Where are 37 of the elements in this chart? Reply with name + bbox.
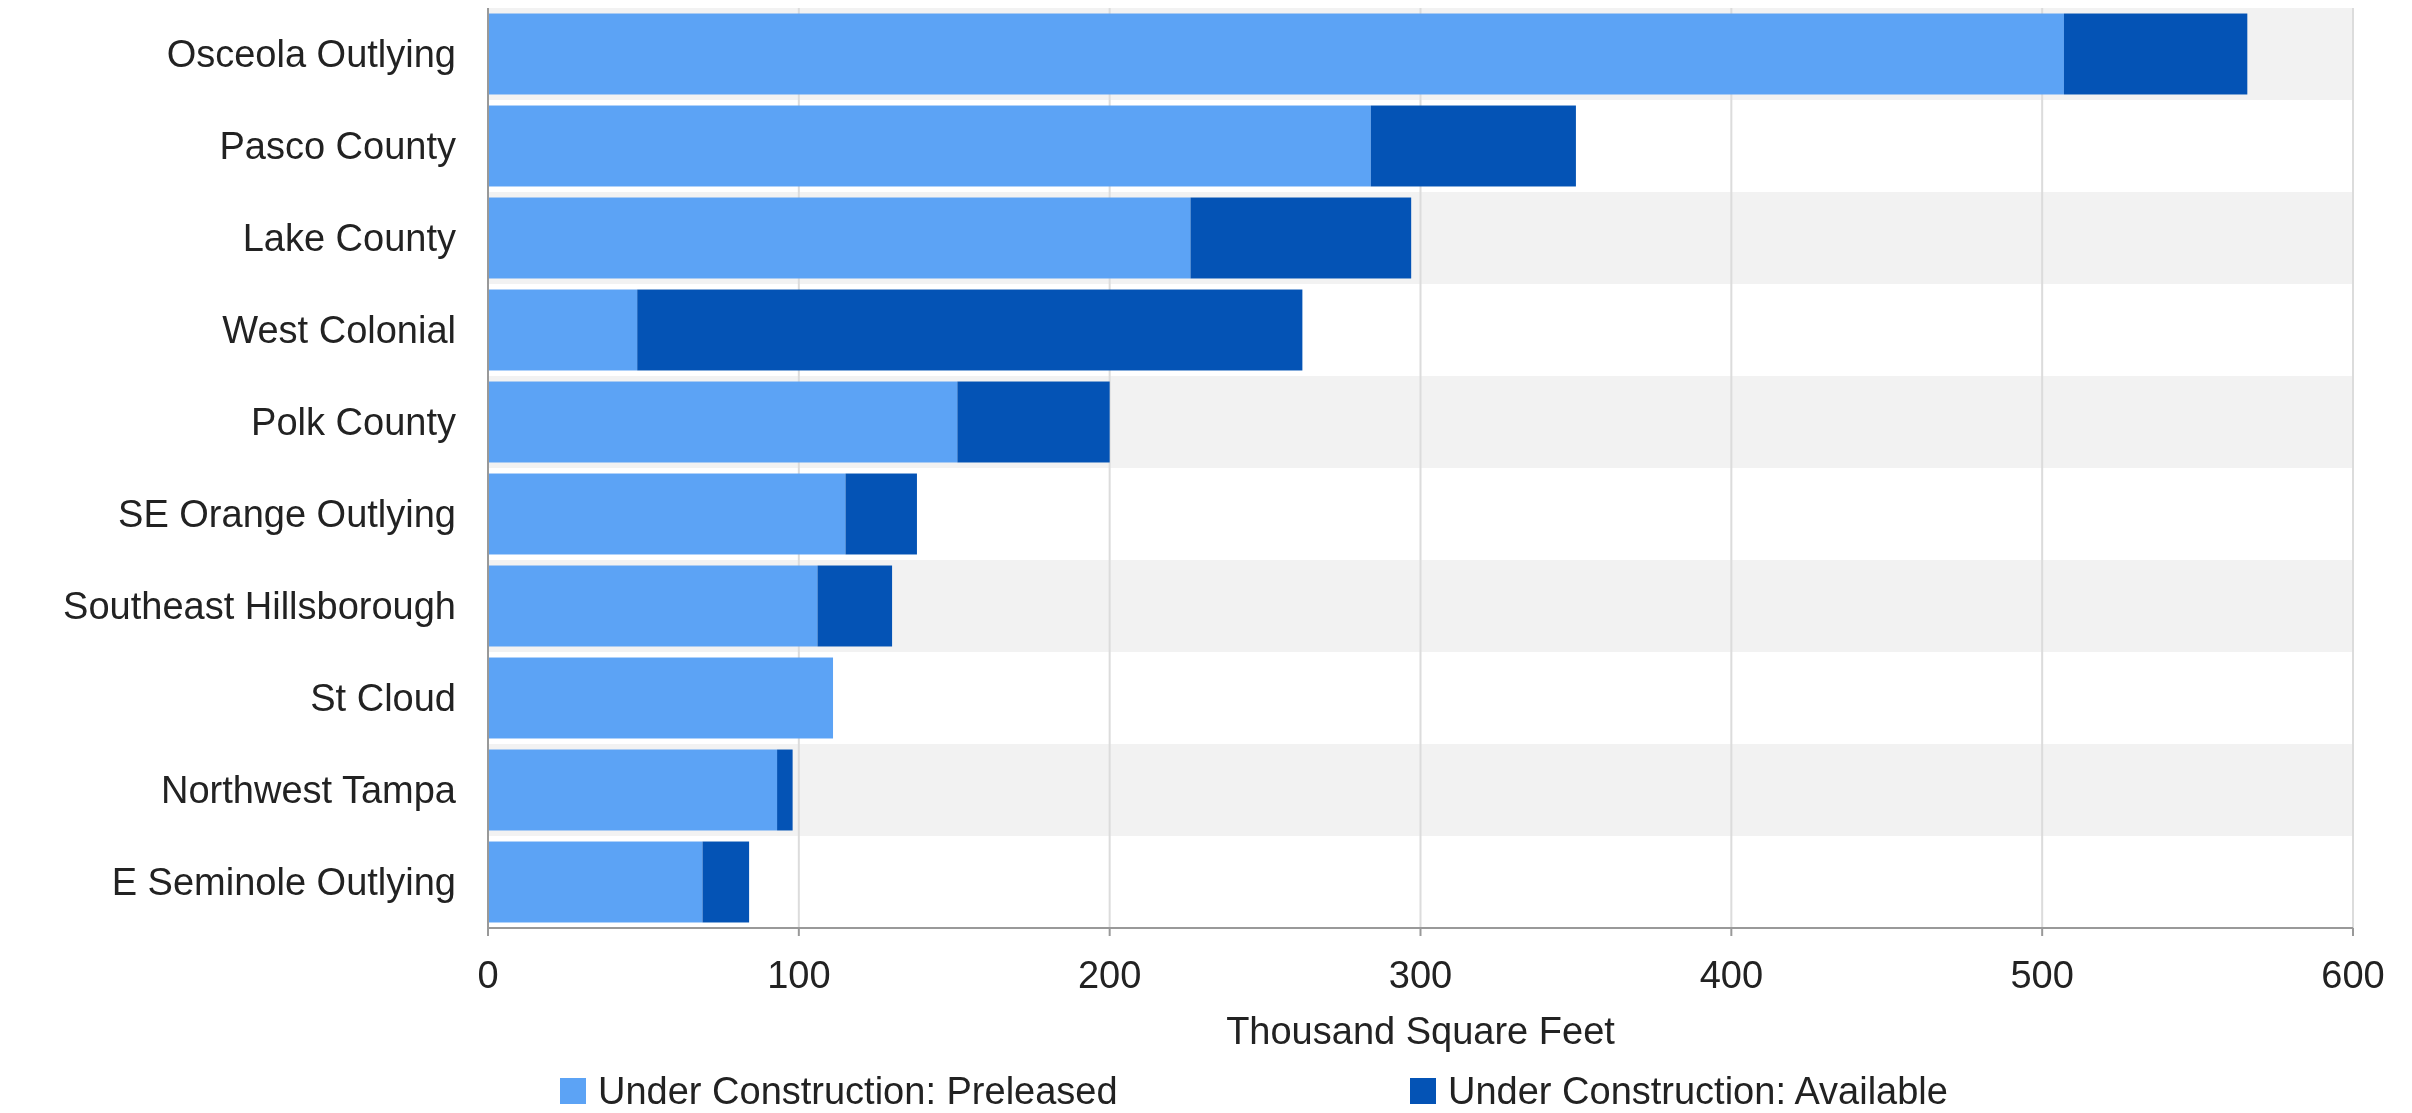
y-tick-label: Northwest Tampa [161, 769, 457, 811]
y-tick-label: Polk County [251, 401, 456, 443]
bar [488, 841, 703, 923]
y-tick-label: Southeast Hillsborough [63, 585, 456, 627]
bar [488, 289, 638, 371]
bar [488, 657, 834, 739]
y-tick-label: Lake County [242, 217, 456, 259]
y-tick-label: Pasco County [219, 125, 456, 167]
bar [817, 565, 893, 647]
legend-label: Under Construction: Preleased [598, 1070, 1118, 1112]
bar [488, 381, 958, 463]
x-tick-label: 500 [2010, 954, 2074, 996]
y-tick-label: Osceola Outlying [166, 33, 456, 75]
x-tick-label: 600 [2321, 954, 2385, 996]
bar [488, 749, 778, 831]
y-tick-label: SE Orange Outlying [118, 493, 456, 535]
bar [702, 841, 750, 923]
bar [488, 473, 846, 555]
bar [637, 289, 1303, 371]
x-tick-label: 300 [1388, 954, 1453, 996]
y-tick-label: St Cloud [310, 677, 456, 719]
x-tick-label: 0 [477, 954, 499, 996]
bar [957, 381, 1110, 463]
bar [845, 473, 917, 555]
bar [2063, 13, 2248, 95]
bar [488, 105, 1371, 187]
bar [777, 749, 793, 831]
y-tick-label: West Colonial [222, 309, 456, 351]
x-tick-label: 400 [1699, 954, 1764, 996]
x-tick-label: 200 [1077, 954, 1142, 996]
y-tick-label: E Seminole Outlying [111, 861, 456, 903]
legend-label: Under Construction: Available [1448, 1070, 1948, 1112]
bar [1190, 197, 1412, 279]
x-tick-label: 100 [767, 954, 831, 996]
x-axis-title: Thousand Square Feet [1226, 1010, 1616, 1052]
bar [488, 565, 818, 647]
bar [1370, 105, 1576, 187]
